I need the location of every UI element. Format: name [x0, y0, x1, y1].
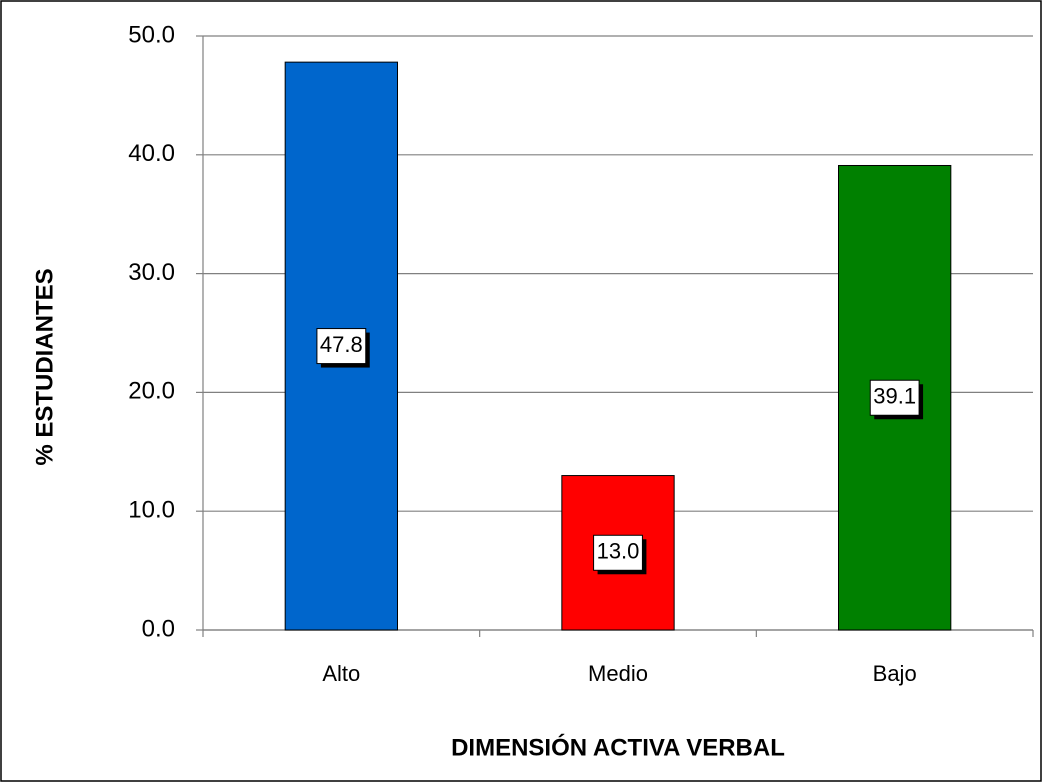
data-label: 39.1 [873, 384, 916, 409]
y-tick-label: 50.0 [128, 21, 175, 48]
y-tick-label: 20.0 [128, 378, 175, 405]
x-axis-title: DIMENSIÓN ACTIVA VERBAL [451, 733, 785, 761]
y-tick-label: 10.0 [128, 497, 175, 524]
data-label: 13.0 [597, 539, 640, 564]
y-tick-label: 0.0 [142, 615, 175, 642]
data-label-box [593, 534, 643, 571]
y-tick-label: 30.0 [128, 259, 175, 286]
data-label-box [869, 379, 920, 416]
data-label: 47.8 [320, 332, 363, 357]
y-axis-title: % ESTUDIANTES [31, 268, 58, 465]
data-label-box [316, 328, 367, 365]
x-tick-label: Medio [588, 661, 648, 686]
x-tick-label: Alto [322, 661, 360, 686]
x-tick-label: Bajo [873, 661, 917, 686]
y-tick-label: 40.0 [128, 140, 175, 167]
